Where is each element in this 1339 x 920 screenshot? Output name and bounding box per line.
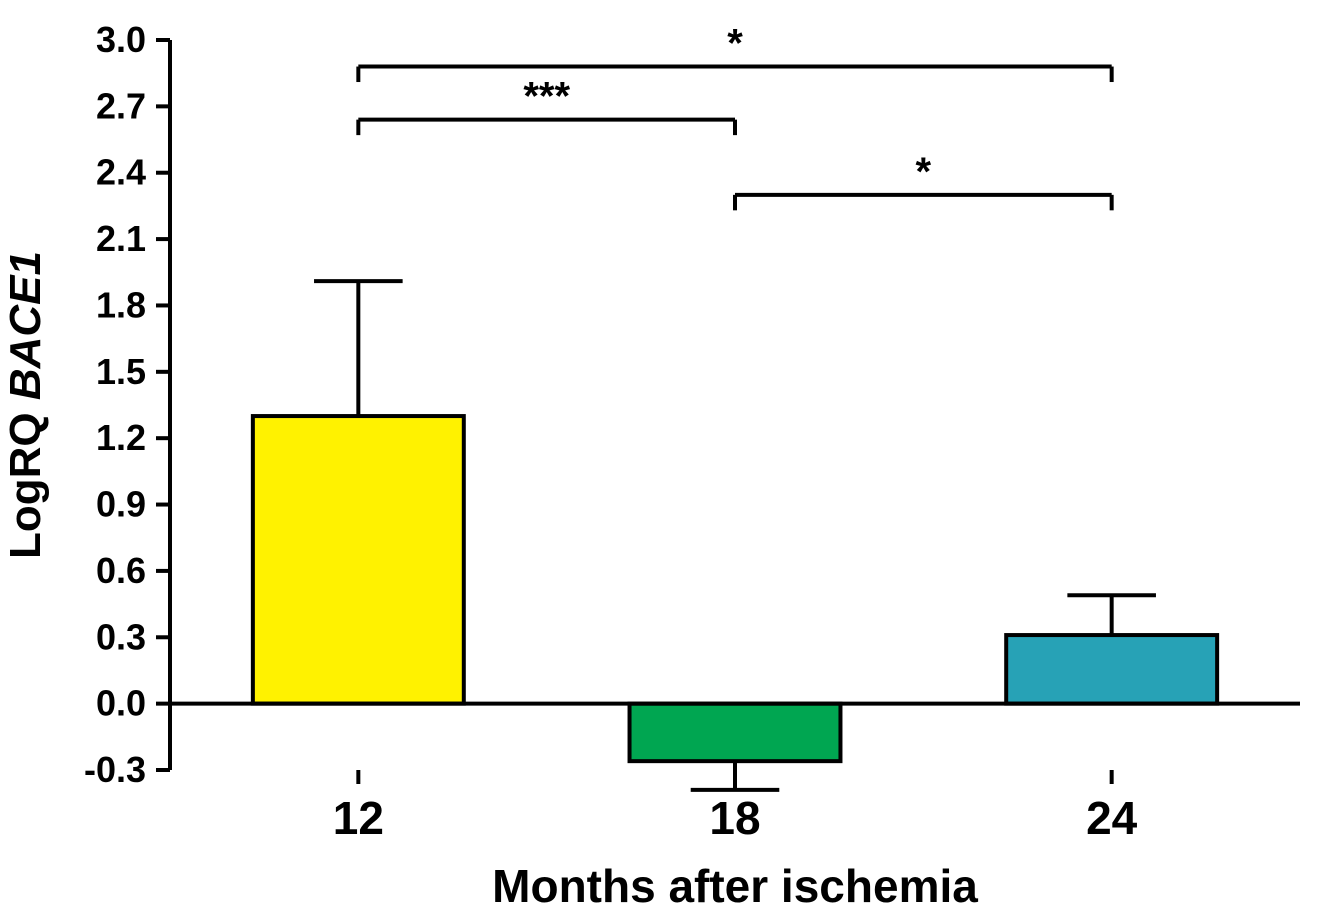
- y-tick-label: 2.1: [96, 218, 146, 259]
- y-tick-label: 1.5: [96, 351, 146, 392]
- bar-24: [1006, 635, 1217, 704]
- y-tick-label: 2.7: [96, 85, 146, 126]
- y-tick-label: 2.4: [96, 152, 146, 193]
- y-tick-label: 1.2: [96, 417, 146, 458]
- x-tick-label: 24: [1086, 792, 1138, 844]
- x-axis-title: Months after ischemia: [492, 860, 978, 912]
- bar-18: [630, 704, 841, 762]
- x-tick-label: 12: [333, 792, 384, 844]
- y-tick-label: 0.6: [96, 550, 146, 591]
- y-tick-label: 0.9: [96, 484, 146, 525]
- bar-12: [253, 416, 464, 704]
- y-tick-label: 0.0: [96, 683, 146, 724]
- x-tick-label: 18: [709, 792, 760, 844]
- y-tick-label: 3.0: [96, 19, 146, 60]
- sig-label-2: *: [916, 150, 932, 194]
- y-tick-label: 0.3: [96, 616, 146, 657]
- bace1-bar-chart: -0.3 0.0 0.3 0.6 0.9 1.2 1.5 1.8 2.1 2.4 2.7 3.0 Log…: [0, 0, 1339, 920]
- y-axis-title: LogRQ BACE1: [1, 251, 50, 559]
- sig-label-1: ***: [523, 75, 570, 119]
- y-tick-label: 1.8: [96, 284, 146, 325]
- y-tick-label: -0.3: [84, 749, 146, 790]
- sig-label-0: *: [727, 22, 743, 66]
